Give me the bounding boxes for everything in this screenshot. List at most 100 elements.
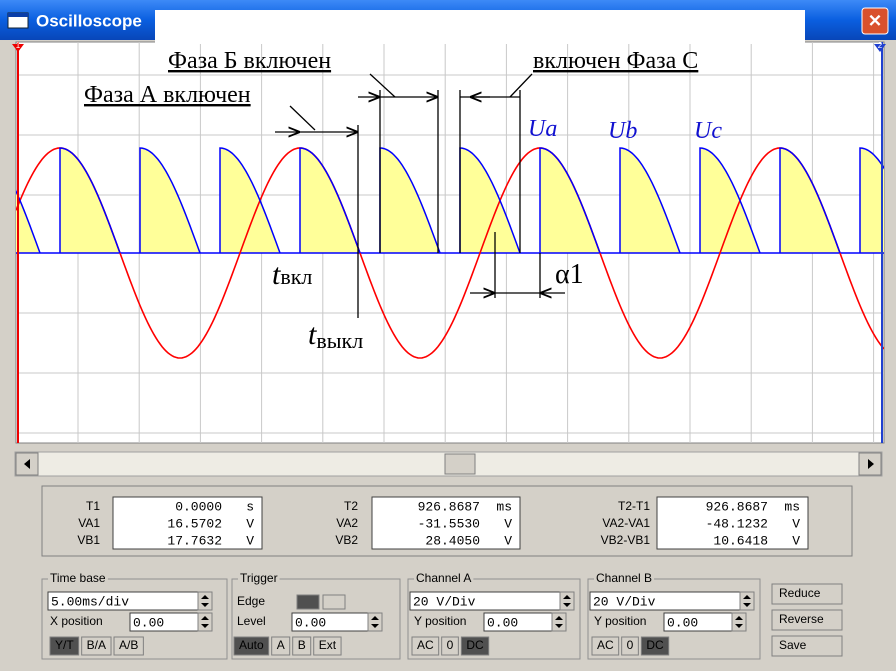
readout-unit: V: [504, 533, 512, 548]
toggle-label[interactable]: 0: [447, 638, 454, 652]
toggle-label[interactable]: A/B: [119, 638, 138, 652]
timebase-spin[interactable]: [197, 591, 213, 611]
toggle-button[interactable]: [233, 636, 270, 656]
ua-label: Ua: [528, 116, 557, 142]
pulse-fill: [540, 148, 600, 253]
readout-value: 926.8687: [418, 499, 480, 514]
pulse-fill: [620, 148, 680, 253]
toggle-label[interactable]: DC: [466, 638, 484, 652]
action-label[interactable]: Reduce: [779, 586, 821, 600]
close-button[interactable]: [861, 7, 889, 35]
action-button[interactable]: [771, 583, 843, 605]
toggle-button[interactable]: [441, 636, 459, 656]
readout-label: VA1: [78, 516, 100, 530]
toggle-label[interactable]: Ext: [319, 638, 337, 652]
toggle-button[interactable]: [49, 636, 80, 656]
timebase-value[interactable]: 5.00ms/div: [51, 594, 129, 609]
t-off-label: tвыкл: [308, 318, 363, 353]
toggle-label[interactable]: A: [277, 638, 285, 652]
readout: T1 0.0000 s VA1 16.5702 V VB1 17.7632 V T2 926.868…: [77, 496, 809, 550]
phase-b-label: Фаза Б включен: [168, 48, 331, 74]
group-box: [231, 578, 401, 660]
toggle-label[interactable]: AC: [597, 638, 614, 652]
action-button[interactable]: [771, 635, 843, 657]
legend-bg: [414, 571, 474, 586]
channel-scale-spin-icon: [743, 595, 751, 607]
group-legend: Time base: [50, 571, 106, 585]
toggle-button[interactable]: [591, 636, 620, 656]
scroll-thumb[interactable]: [444, 453, 476, 475]
readout-label: VB2: [335, 533, 358, 547]
group-box: [41, 578, 228, 660]
edge-label: Edge: [237, 594, 265, 608]
trigger-level-spin[interactable]: [367, 612, 383, 632]
uc-label: Uc: [694, 118, 722, 144]
y-position-value[interactable]: 0.00: [667, 615, 698, 630]
toggle-button[interactable]: [621, 636, 639, 656]
y-position-label: Y position: [414, 614, 466, 628]
group-legend: Trigger: [240, 571, 278, 585]
trigger-level-value[interactable]: 0.00: [295, 615, 326, 630]
y-position-spin[interactable]: [731, 612, 747, 632]
cursor-1-marker[interactable]: [12, 44, 24, 52]
channel-scale-value[interactable]: 20 V/Div: [593, 594, 656, 609]
toggle-label[interactable]: B: [298, 638, 306, 652]
legend-bg: [48, 571, 108, 586]
toggle-label[interactable]: B/A: [87, 638, 106, 652]
channel-scale-value[interactable]: 20 V/Div: [413, 594, 476, 609]
y-position-value[interactable]: 0.00: [487, 615, 518, 630]
toggle-label[interactable]: Auto: [239, 638, 264, 652]
channel-scale-spin[interactable]: [559, 591, 575, 611]
pulse-fill: [780, 148, 840, 253]
toggle-button[interactable]: [292, 636, 312, 656]
toggle-button[interactable]: [460, 636, 490, 656]
pulse-fill: [860, 148, 884, 253]
action-button[interactable]: [771, 609, 843, 631]
toggle-button[interactable]: [313, 636, 342, 656]
t-on-label: tвкл: [272, 258, 312, 291]
alpha-label: α1: [555, 259, 584, 290]
readout-value: 16.5702: [167, 516, 222, 531]
pulse-fill: [380, 148, 440, 253]
toggle-label[interactable]: DC: [646, 638, 664, 652]
window-title: Oscilloscope: [36, 11, 142, 30]
action-label[interactable]: Reverse: [779, 612, 824, 626]
readout-label: T2: [344, 499, 358, 513]
group-legend: Channel A: [416, 571, 471, 585]
x-position-spin[interactable]: [197, 612, 213, 632]
readout-box: [112, 496, 263, 550]
legend-bg: [238, 571, 280, 586]
close-icon[interactable]: ✕: [868, 11, 882, 30]
y-position-spin[interactable]: [551, 612, 567, 632]
readout-unit: ms: [784, 499, 800, 514]
readout-label: T2-T1: [618, 499, 650, 513]
toggle-label[interactable]: 0: [627, 638, 634, 652]
window-icon-bar: [8, 13, 28, 17]
toggle-label[interactable]: Y/T: [55, 638, 74, 652]
readout-label: T1: [86, 499, 100, 513]
legend-bg: [594, 571, 655, 586]
channel-scale-spin-icon: [563, 595, 571, 607]
toggle-button[interactable]: [640, 636, 670, 656]
action-label[interactable]: Save: [779, 638, 807, 652]
toggle-label[interactable]: AC: [417, 638, 434, 652]
toggle-button[interactable]: [113, 636, 144, 656]
y-position-spin-icon: [555, 616, 563, 628]
readout-box: [371, 496, 521, 550]
edge-rise[interactable]: [296, 594, 320, 610]
readout-unit: V: [792, 533, 800, 548]
toggle-button[interactable]: [411, 636, 440, 656]
readout-label: VA2: [336, 516, 358, 530]
x-position-spin-icon: [201, 616, 209, 628]
x-position-label: X position: [50, 614, 103, 628]
x-position-value[interactable]: 0.00: [133, 615, 164, 630]
pulse-fill: [300, 148, 360, 253]
readout-value: 17.7632: [167, 533, 222, 548]
edge-fall[interactable]: [322, 594, 346, 610]
toggle-button[interactable]: [81, 636, 112, 656]
toggle-button[interactable]: [271, 636, 291, 656]
cursor-2-marker[interactable]: [874, 44, 886, 52]
y-position-spin-icon: [735, 616, 743, 628]
trigger-level-spin-icon: [371, 616, 379, 628]
channel-scale-spin[interactable]: [739, 591, 755, 611]
